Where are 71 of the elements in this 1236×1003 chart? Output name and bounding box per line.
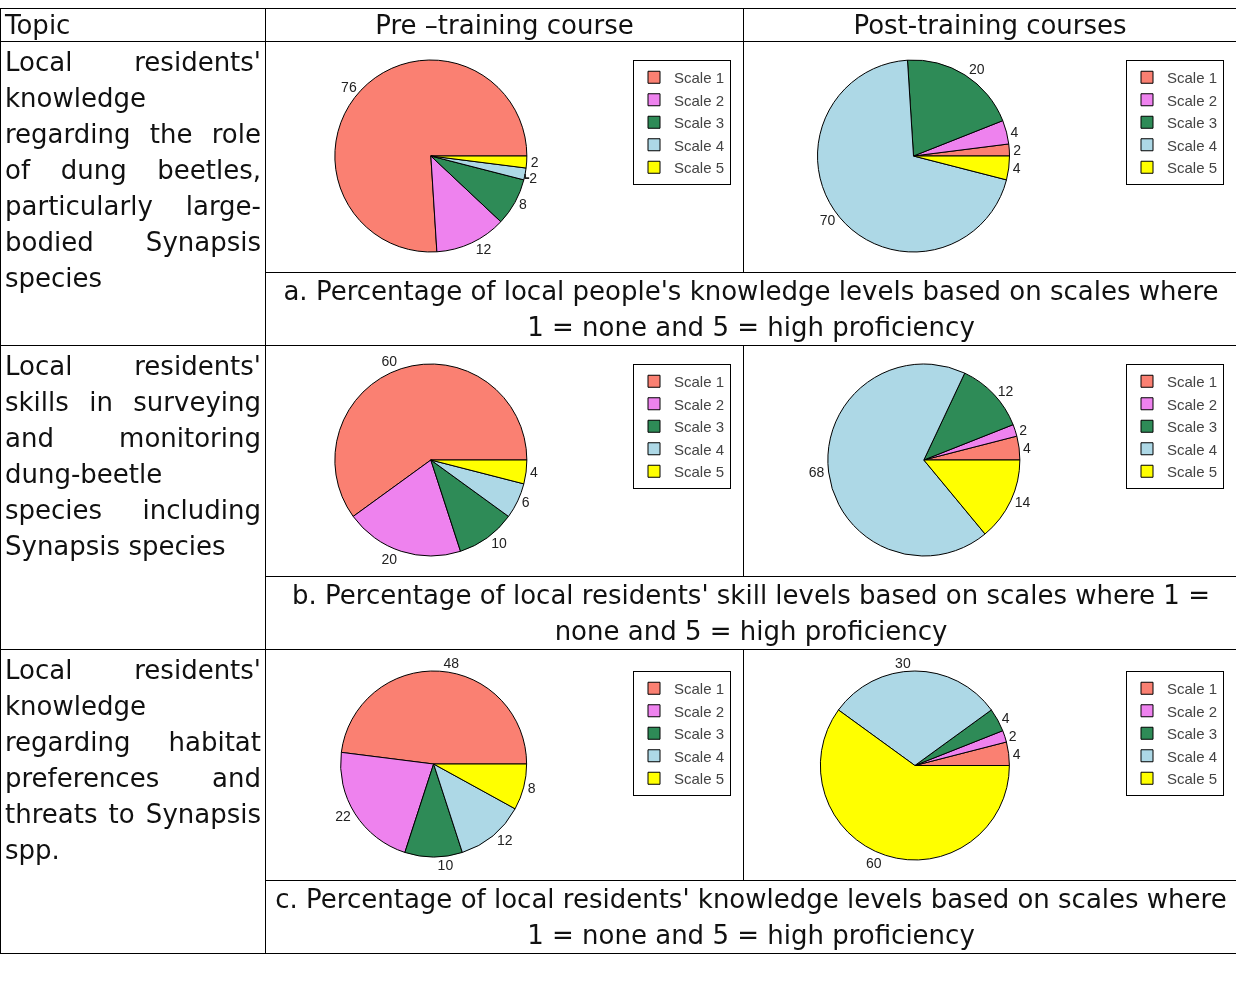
data-label: 2	[1008, 727, 1017, 744]
legend-label: Scale 5	[1167, 463, 1218, 481]
data-label: 14	[1014, 494, 1031, 511]
pie-slice	[817, 59, 1007, 253]
legend-label: Scale 4	[1167, 136, 1218, 154]
data-label: 4	[1012, 160, 1021, 177]
legend-label: Scale 1	[674, 373, 725, 391]
text: c. Percentage of local residents' knowledge levels based on scales where 1 = none and 5 = high proficiency	[265, 880, 1236, 954]
legend-label: Scale 4	[1167, 747, 1218, 765]
data-label: 2	[530, 154, 539, 171]
legend-label: Scale 3	[1167, 725, 1218, 743]
data-label: 12	[997, 382, 1014, 399]
text: Topic	[0, 8, 266, 42]
data-label: 12	[496, 832, 513, 849]
data-label: 10	[491, 534, 508, 551]
legend-label: Scale 5	[1167, 770, 1218, 788]
data-label: 20	[968, 61, 985, 78]
legend-label: Scale 1	[1167, 69, 1218, 87]
legend-label: Scale 2	[674, 702, 725, 720]
legend-label: Scale 4	[674, 747, 725, 765]
legend-label: Scale 5	[674, 770, 725, 788]
text: a. Percentage of local people's knowledge levels based on scales where 1 = none and 5 = high proficiency	[265, 272, 1236, 346]
data-label: 60	[865, 854, 882, 871]
data-label: 4	[530, 464, 539, 481]
chart-title: Pre –training course	[265, 8, 744, 42]
legend-label: Scale 2	[1167, 91, 1218, 109]
legend-label: Scale 1	[1167, 373, 1218, 391]
data-label: 48	[443, 655, 460, 672]
legend-label: Scale 1	[674, 680, 725, 698]
data-label: 68	[808, 464, 825, 481]
legend-label: Scale 3	[674, 725, 725, 743]
legend-label: Scale 2	[674, 395, 725, 413]
data-label: 8	[527, 779, 536, 796]
text: b. Percentage of local residents' skill levels based on scales where 1 = none and 5 = high proficiency	[265, 576, 1236, 650]
text: Local residents' knowledge regarding habitat preferences and threats to Synapsis spp.	[0, 649, 266, 954]
data-label: 2	[1013, 141, 1022, 158]
data-label: 4	[1012, 745, 1021, 762]
data-label: 12	[475, 241, 492, 258]
chart-title: Post-training courses	[743, 8, 1236, 42]
data-label: 20	[381, 550, 398, 567]
data-label: 8	[518, 196, 527, 213]
data-label: 4	[1023, 439, 1032, 456]
data-label: 60	[381, 353, 398, 370]
legend-label: Scale 4	[674, 440, 725, 458]
legend-label: Scale 2	[1167, 702, 1218, 720]
legend-label: Scale 3	[674, 418, 725, 436]
data-label: 10	[437, 857, 454, 873]
text: Local residents' knowledge regarding the role of dung beetles, particularly large-bodied Synapsis species	[0, 41, 266, 346]
legend-label: Scale 2	[1167, 395, 1218, 413]
legend-label: Scale 1	[674, 69, 725, 87]
legend-label: Scale 2	[674, 91, 725, 109]
data-label: 30	[895, 655, 911, 671]
data-label: 6	[521, 494, 530, 511]
legend-label: Scale 4	[1167, 440, 1218, 458]
data-label: 22	[335, 808, 352, 825]
data-label: 2	[529, 170, 538, 187]
legend-label: Scale 5	[674, 463, 725, 481]
data-label: 2	[1019, 421, 1028, 438]
data-label: 4	[1010, 123, 1019, 140]
legend-label: Scale 5	[1167, 159, 1218, 177]
legend-label: Scale 3	[1167, 114, 1218, 132]
legend-label: Scale 1	[1167, 680, 1218, 698]
legend-label: Scale 3	[1167, 418, 1218, 436]
legend-label: Scale 3	[674, 114, 725, 132]
data-label: 76	[341, 78, 357, 95]
data-label: 4	[1001, 710, 1010, 727]
legend-label: Scale 4	[674, 136, 725, 154]
legend-label: Scale 5	[674, 159, 725, 177]
data-label: 70	[819, 212, 836, 229]
text: Local residents' skills in surveying and monitoring dung-beetle species including Synapsis species	[0, 345, 266, 650]
pie-slice	[334, 59, 528, 253]
